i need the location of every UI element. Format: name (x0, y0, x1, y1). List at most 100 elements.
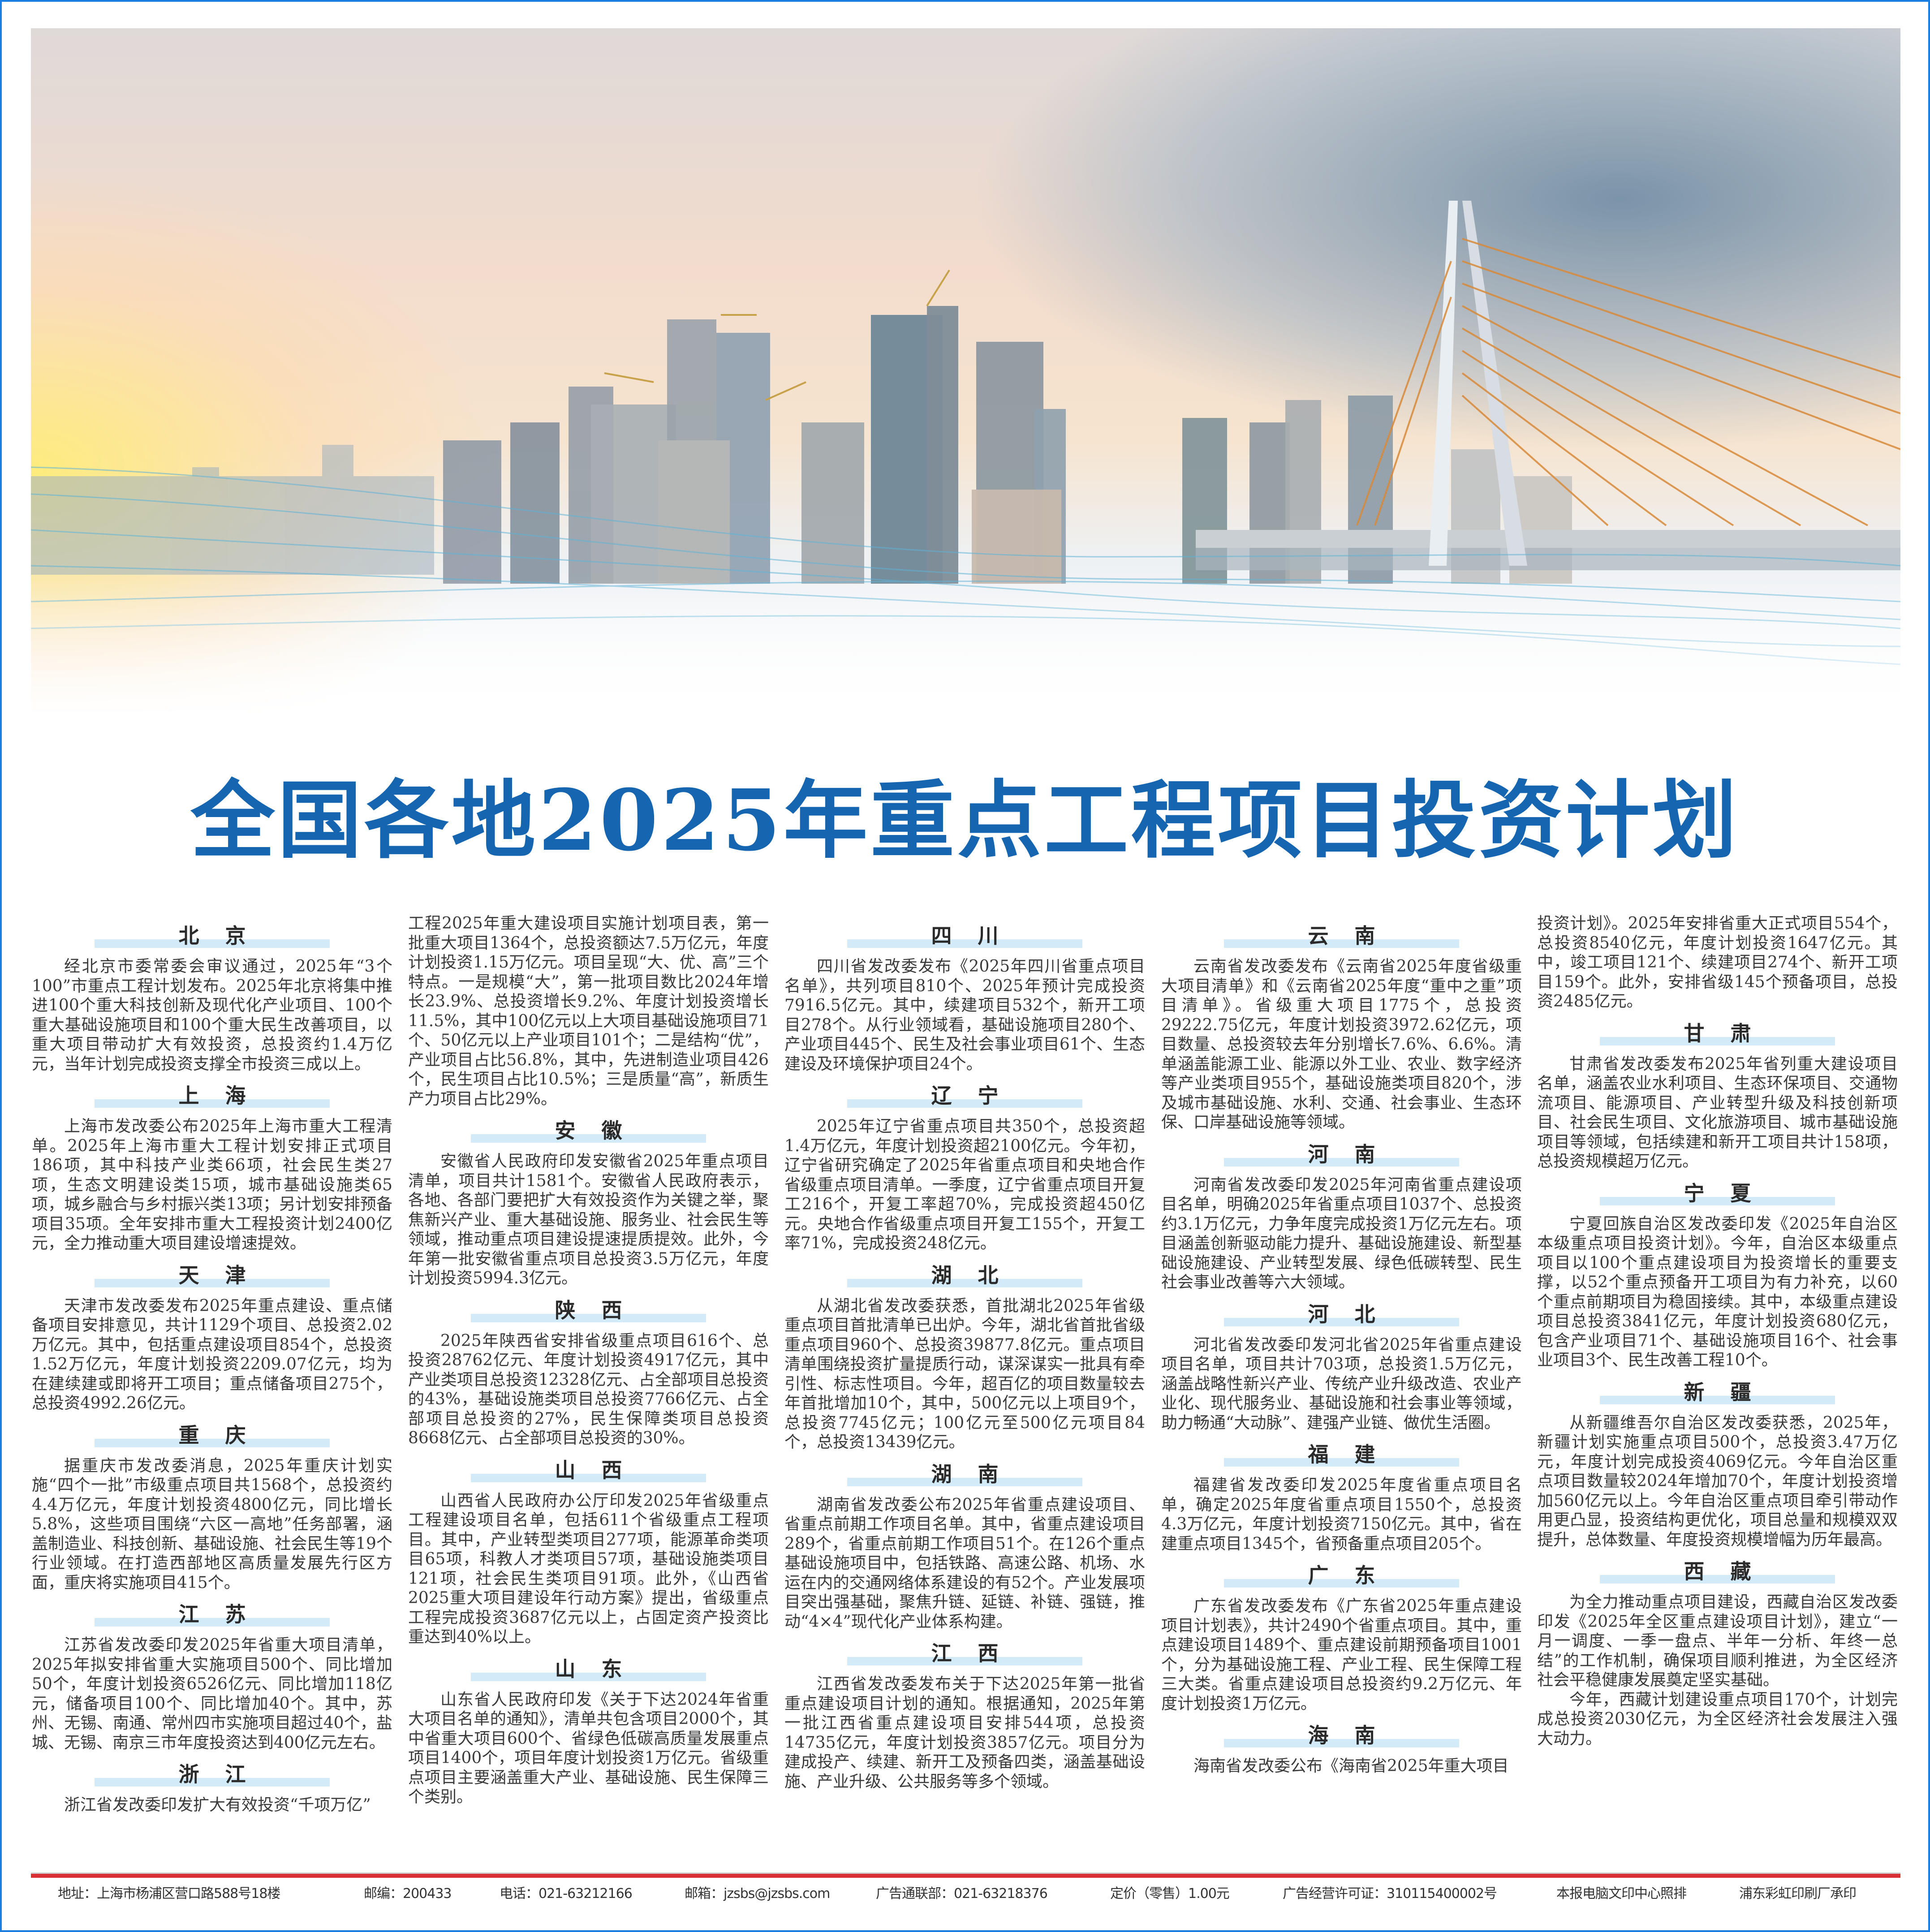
article-hebei: 河北省发改委印发河北省2025年省重点建设项目名单，项目共计703项，总投资1.… (1161, 1335, 1522, 1432)
article-chongqing: 据重庆市发改委消息，2025年重庆计划实施“四个一批”市级重点项目共1568个，… (32, 1456, 392, 1592)
heading-text: 辽宁 (931, 1084, 1025, 1108)
footer-typesetting: 本报电脑文印中心照排 (1556, 1886, 1687, 1902)
heading-bar (1600, 1395, 1835, 1404)
article-zhejiang-part-1: 浙江省发改委印发扩大有效投资“千项万亿” (64, 1796, 371, 1814)
article-henan: 河南省发改委印发2025年河南省重点建设项目名单，明确2025年省重点项目103… (1161, 1175, 1522, 1292)
heading-text: 湖北 (931, 1263, 1025, 1287)
heading-text: 天津 (178, 1263, 272, 1287)
heading-text: 河南 (1308, 1142, 1401, 1166)
heading-bar (95, 1099, 330, 1108)
heading-bar (471, 1473, 706, 1482)
heading-bar (1224, 1739, 1459, 1747)
heading-text: 山东 (555, 1657, 648, 1681)
heading-text: 云南 (1308, 924, 1401, 948)
section-heading-jiangsu: 江苏 (32, 1595, 392, 1634)
column-3: 四川 四川省发改委发布《2025年四川省重点项目名单》，共列项目810个、202… (784, 914, 1145, 1791)
article-gansu: 甘肃省发改委发布2025年省列重大建设项目名单，涵盖农业水利项目、生态环保项目、… (1537, 1054, 1898, 1171)
article-hunan: 湖南省发改委公布2025年省重点建设项目、省重点前期工作项目名单。其中，省重点建… (784, 1495, 1145, 1631)
footer-phone: 电话：021-63212166 (500, 1886, 633, 1902)
heading-text: 重庆 (178, 1423, 272, 1447)
article-jiangsu: 江苏省发改委印发2025年省重大项目清单，2025年拟安排省重大实施项目500个… (32, 1636, 392, 1752)
article-xinjiang: 从新疆维吾尔自治区发改委获悉，2025年，新疆计划实施重点项目500个，总投资3… (1537, 1413, 1898, 1549)
heading-text: 福建 (1308, 1442, 1401, 1467)
article-guangdong: 广东省发改委发布《广东省2025年重点建设项目计划表》，共计2490个省重点项目… (1161, 1597, 1522, 1713)
footer-postcode: 邮编：200433 (364, 1886, 452, 1902)
column-5: 投资计划》。2025年安排省重大正式项目554个，总投资8540亿元，年度计划投… (1537, 914, 1898, 1748)
footer-divider-red (31, 1874, 1900, 1878)
heading-bar (471, 1313, 706, 1322)
section-heading-chongqing: 重庆 (32, 1416, 392, 1454)
section-heading-jiangxi: 江西 (784, 1634, 1145, 1673)
heading-bar (95, 1618, 330, 1626)
heading-text: 海南 (1308, 1723, 1401, 1747)
column-1: 北京 经北京市委常委会审议通过，2025年“3个100”市重点工程计划发布。20… (32, 914, 392, 1815)
heading-text: 安徽 (555, 1119, 648, 1143)
article-jiangxi: 江西省发改委发布关于下达2025年第一批省重点建设项目计划的通知。根据通知，20… (784, 1675, 1145, 1791)
heading-bar (1224, 1579, 1459, 1588)
section-heading-fujian: 福建 (1161, 1435, 1522, 1474)
article-liaoning: 2025年辽宁省重点项目共350个，总投资超1.4万亿元，年度计划投资超2100… (784, 1117, 1145, 1252)
heading-text: 江西 (931, 1641, 1025, 1665)
heading-text: 湖南 (931, 1462, 1025, 1486)
heading-bar (1224, 1157, 1459, 1166)
section-heading-hunan: 湖南 (784, 1455, 1145, 1493)
heading-text: 甘肃 (1684, 1021, 1777, 1046)
section-heading-hubei: 湖北 (784, 1256, 1145, 1295)
heading-bar (95, 939, 330, 948)
section-heading-beijing: 北京 (32, 917, 392, 955)
article-zhejiang-part-2: 工程2025年重大建设项目实施计划项目表，第一批重大项目1364个，总投资额达7… (408, 914, 769, 1108)
heading-bar (471, 1672, 706, 1681)
footer-ad-contact: 广告通联部：021-63218376 (876, 1886, 1048, 1902)
article-hainan-part-2: 投资计划》。2025年安排省重大正式项目554个，总投资8540亿元，年度计划投… (1537, 914, 1898, 1011)
section-heading-shandong: 山东 (408, 1650, 769, 1688)
footer-divider-gray (31, 1872, 1900, 1874)
article-xizang-paragraph-1: 为全力推动重点项目建设，西藏自治区发改委印发《2025年全区重点建设项目计划》，… (1537, 1593, 1898, 1689)
section-heading-ningxia: 宁夏 (1537, 1174, 1898, 1213)
article-shanxi: 山西省人民政府办公厅印发2025年省级重点工程建设项目名单，包括611个省级重点… (408, 1491, 769, 1647)
footer-address: 地址：上海市杨浦区营口路588号18楼 (58, 1886, 280, 1902)
heading-bar (847, 939, 1082, 948)
article-yunnan: 云南省发改委发布《云南省2025年度省级重大项目清单》和《云南省2025年度“重… (1161, 957, 1522, 1132)
heading-bar (847, 1657, 1082, 1665)
heading-bar (1600, 1575, 1835, 1583)
heading-text: 新疆 (1684, 1380, 1777, 1404)
section-heading-henan: 河南 (1161, 1135, 1522, 1174)
section-heading-hebei: 河北 (1161, 1295, 1522, 1334)
article-tianjin: 天津市发改委发布2025年重点建设、重点储备项目安排意见，共计1129个项目、总… (32, 1296, 392, 1413)
article-anhui: 安徽省人民政府印发安徽省2025年重点项目清单，项目共计1581个。安徽省人民政… (408, 1152, 769, 1287)
heading-text: 山西 (555, 1458, 648, 1482)
heading-bar (1224, 1317, 1459, 1326)
heading-bar (95, 1438, 330, 1447)
section-heading-hainan: 海南 (1161, 1716, 1522, 1755)
column-2: 工程2025年重大建设项目实施计划项目表，第一批重大项目1364个，总投资额达7… (408, 914, 769, 1807)
article-xizang-paragraph-2: 今年，西藏计划建设重点项目170个，计划完成总投资2030亿元，为全区经济社会发… (1537, 1690, 1898, 1748)
heading-bar (1600, 1196, 1835, 1205)
heading-bar (1224, 939, 1459, 948)
heading-text: 浙江 (178, 1762, 272, 1786)
section-heading-shaanxi: 陕西 (408, 1291, 769, 1330)
section-heading-tianjin: 天津 (32, 1256, 392, 1295)
section-heading-shanxi: 山西 (408, 1451, 769, 1489)
skyline-illustration (31, 201, 1900, 712)
cranes (604, 269, 950, 401)
hero-image (31, 28, 1900, 712)
section-heading-zhejiang: 浙江 (32, 1755, 392, 1794)
article-sichuan: 四川省发改委发布《2025年四川省重点项目名单》，共列项目810个、2025年预… (784, 957, 1145, 1073)
footer-ad-license: 广告经营许可证：310115400002号 (1283, 1886, 1497, 1902)
section-heading-liaoning: 辽宁 (784, 1076, 1145, 1115)
article-hubei: 从湖北省发改委获悉，首批湖北2025年省级重点项目首批清单已出炉。今年，湖北省首… (784, 1296, 1145, 1452)
article-ningxia: 宁夏回族自治区发改委印发《2025年自治区本级重点项目投资计划》。今年，自治区本… (1537, 1214, 1898, 1370)
footer-email: 邮箱：jzsbs@jzsbs.com (685, 1886, 830, 1902)
heading-text: 广东 (1308, 1563, 1401, 1588)
section-heading-sichuan: 四川 (784, 917, 1145, 955)
section-heading-guangdong: 广东 (1161, 1556, 1522, 1595)
footer-printer: 浦东彩虹印刷厂承印 (1739, 1886, 1857, 1902)
column-4: 云南 云南省发改委发布《云南省2025年度省级重大项目清单》和《云南省2025年… (1161, 914, 1522, 1776)
article-shaanxi: 2025年陕西省安排省级重点项目616个、总投资28762亿元、年度计划投资49… (408, 1331, 769, 1448)
heading-bar (847, 1278, 1082, 1287)
heading-text: 宁夏 (1684, 1181, 1777, 1205)
heading-text: 河北 (1308, 1302, 1401, 1326)
page-title: 全国各地2025年重点工程项目投资计划 (190, 771, 1740, 870)
heading-bar (95, 1278, 330, 1287)
bridge (1196, 201, 1900, 570)
